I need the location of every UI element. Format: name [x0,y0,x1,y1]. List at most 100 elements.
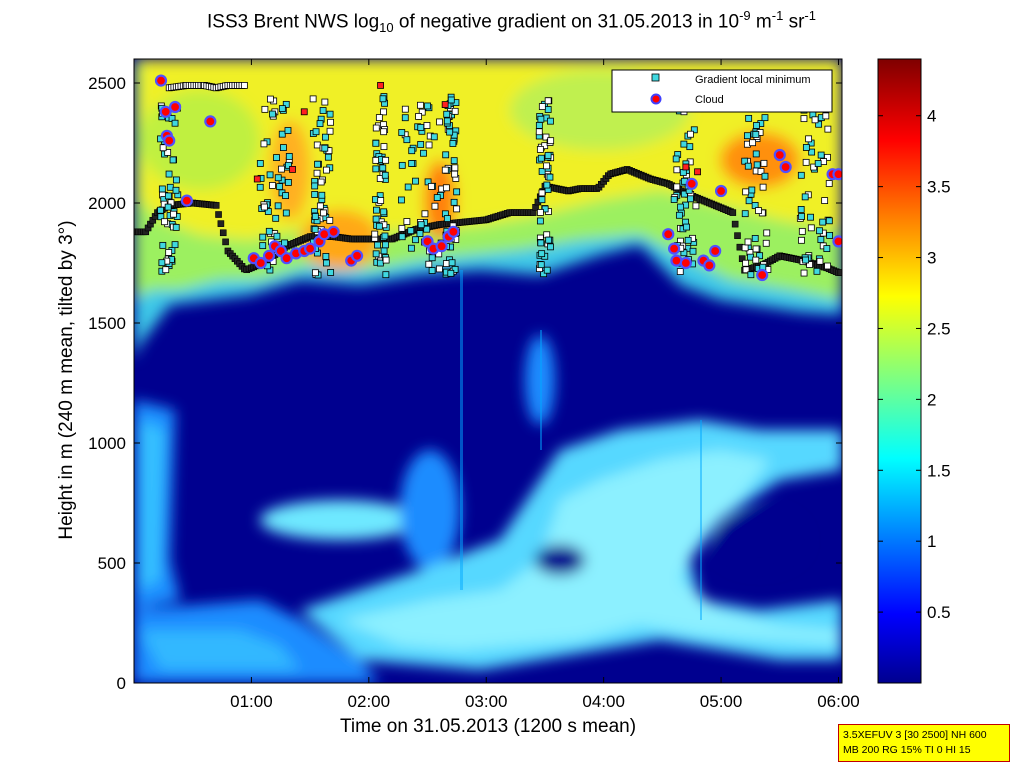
gradient-min-point [537,154,545,162]
y-tick-label: 500 [98,554,126,573]
gradient-min-point [752,131,760,138]
gradient-min-point [284,179,292,186]
gradient-min-point [269,182,276,189]
gradient-min-point [278,105,286,112]
axes: 01:00 02:00 03:00 04:00 05:00 06:00 0 500 1000 15… [88,59,860,711]
gradient-min-point [680,190,688,198]
gradient-min-point [680,140,688,148]
gradient-min-point [311,213,319,220]
cloud-point [350,249,364,262]
gradient-min-point [825,180,833,187]
gradient-min-point [824,262,831,270]
gradient-min-point [323,166,330,174]
gradient-min-point [544,97,552,105]
gradient-min-point [324,153,332,161]
settings-line-2: MB 200 RG 15% TI 0 HI 15 [843,744,971,756]
gradient-min-point [675,211,683,219]
cloud-point [832,168,842,181]
gradient-min-point [761,114,769,122]
gradient-min-point [450,157,458,165]
gradient-min-point [326,127,334,135]
gradient-min-point [822,112,830,120]
gradient-min-point [543,162,550,170]
gradient-min-point [747,271,755,279]
gradient-min-point [416,230,424,238]
gradient-min-point [326,110,334,118]
cloud-point [679,256,692,270]
gradient-min-point [172,186,180,194]
heatmap-field [134,59,842,683]
gradient-min-point [158,259,166,267]
gradient-min-point [824,125,832,133]
settings-line-1: 3.5XEFUV 3 [30 2500] NH 600 [843,729,987,741]
gradient-min-point [546,173,554,181]
gradient-min-point [752,150,760,158]
gradient-min-point [428,254,436,262]
gradient-min-point [278,165,285,173]
gradient-min-point [538,196,546,204]
gradient-min-line-point [729,209,737,216]
gradient-min-point [373,206,380,214]
gradient-min-point [273,154,280,161]
cloud-point [662,228,675,241]
gradient-min-point [382,241,389,249]
gradient-min-point [398,161,406,169]
colorbar-tick-label: 3.5 [927,178,951,197]
y-tick-label: 1500 [88,314,126,333]
gradient-min-point [375,114,383,122]
cloud-point [154,74,168,87]
gradient-min-point [318,191,326,199]
gradient-min-point [316,202,324,210]
gradient-min-point [372,139,380,147]
gradient-min-point [313,141,321,149]
gradient-min-point [451,107,459,115]
colorbar-tick-label: 4 [927,107,936,126]
gradient-min-point [443,110,451,118]
gradient-min-point [744,132,751,140]
gradient-min-point [755,207,762,214]
gradient-min-point [763,229,771,237]
gradient-min-point [536,217,544,225]
gradient-min-point [312,269,319,277]
gradient-min-point [417,141,425,148]
gradient-min-point [309,95,317,103]
x-tick-label: 02:00 [348,692,391,711]
gradient-min-point [741,157,749,165]
legend: Gradient local minimum Cloud [611,69,833,113]
gradient-min-point [684,236,692,244]
cloud-point [280,252,293,265]
gradient-min-point [162,266,170,274]
gradient-min-point [798,236,805,244]
gradient-min-point [408,160,416,167]
gradient-min-point-red [377,82,384,89]
gradient-min-point [742,188,750,196]
gradient-min-point [169,156,177,164]
gradient-min-point [319,107,327,114]
gradient-min-point [741,244,749,252]
gradient-min-point-red [300,108,308,116]
gradient-min-point [317,178,325,186]
chart-title: ISS3 Brent NWS log10 of negative gradien… [207,8,816,36]
x-tick-label: 03:00 [465,692,508,711]
gradient-min-point [687,195,694,203]
gradient-min-point [264,208,272,215]
gradient-min-point [690,126,698,134]
gradient-min-point [806,261,813,268]
gradient-min-point [762,239,770,247]
gradient-min-point [327,269,335,276]
colorbar-tick-label: 1 [927,532,936,551]
gradient-min-point [326,216,334,224]
gradient-min-point [321,133,329,141]
gradient-min-point [811,116,819,124]
gradient-min-point [542,133,550,141]
gradient-min-point [415,113,423,120]
legend-label-gradient-minimum: Gradient local minimum [695,74,811,86]
gradient-min-point [752,256,760,264]
gradient-min-point [451,265,459,273]
gradient-min-point [285,161,292,169]
y-tick-label: 1000 [88,434,126,453]
gradient-min-point [759,183,767,191]
gradient-min-point [802,256,810,264]
gradient-min-point [689,247,697,255]
